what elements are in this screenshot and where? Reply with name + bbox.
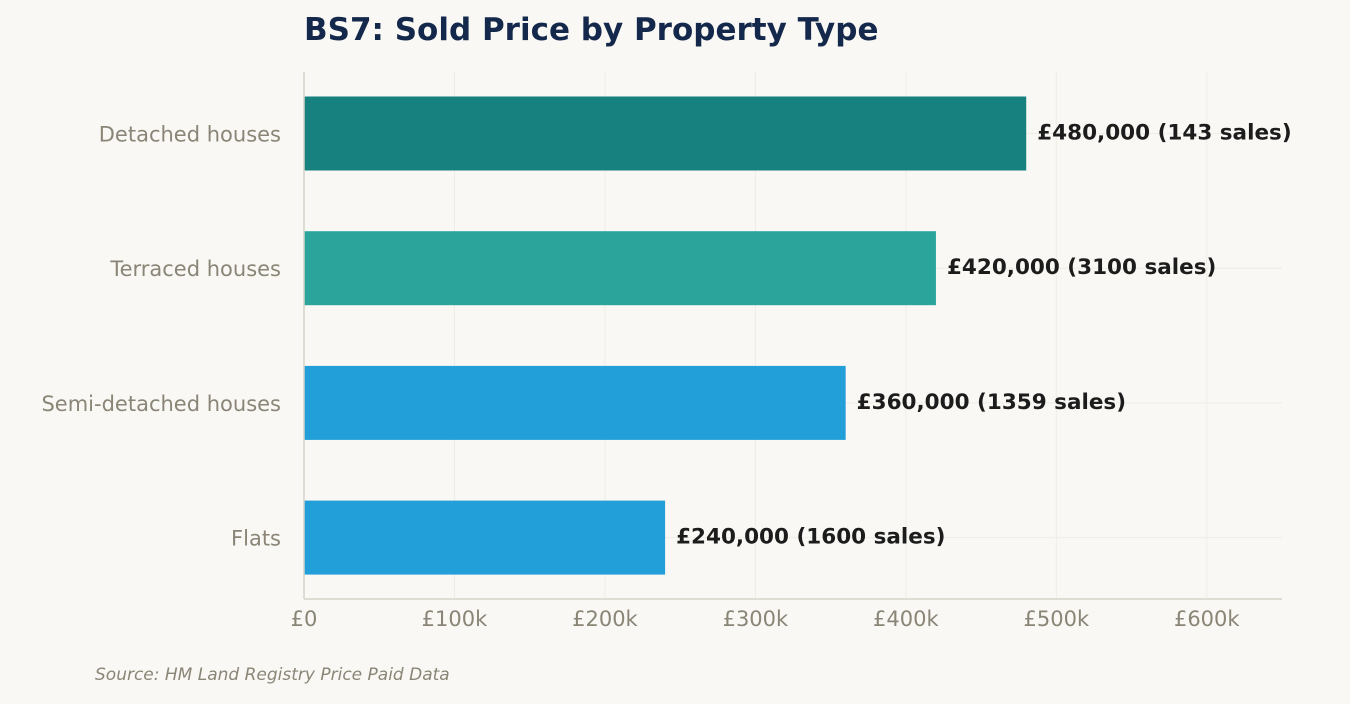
category-label: Semi-detached houses [41, 392, 281, 416]
x-tick-label: £400k [873, 607, 939, 631]
bar-data-label: £360,000 (1359 sales) [857, 390, 1126, 415]
chart-title: BS7: Sold Price by Property Type [304, 12, 879, 48]
category-label: Detached houses [99, 123, 281, 147]
bar-data-label: £240,000 (1600 sales) [676, 525, 945, 550]
x-tick-label: £300k [723, 607, 789, 631]
bar [304, 500, 666, 575]
bar [304, 96, 1027, 171]
bar [304, 231, 936, 306]
source-note: Source: HM Land Registry Price Paid Data [95, 665, 450, 685]
x-tick-label: £200k [572, 607, 638, 631]
x-tick-label: £0 [291, 607, 318, 631]
x-tick-label: £500k [1024, 607, 1090, 631]
x-tick-label: £100k [422, 607, 488, 631]
category-label: Terraced houses [109, 257, 281, 281]
category-label: Flats [231, 527, 281, 551]
axis-layer: £0 £100k £200k £300k £400k £500k £600k [291, 72, 1282, 631]
bars-layer [304, 96, 1027, 575]
labels-layer: Detached houses £480,000 (143 sales) Terra… [41, 121, 1291, 551]
bar-data-label: £480,000 (143 sales) [1037, 121, 1291, 146]
bar-data-label: £420,000 (3100 sales) [947, 255, 1216, 280]
bar [304, 365, 846, 440]
x-tick-label: £600k [1174, 607, 1240, 631]
